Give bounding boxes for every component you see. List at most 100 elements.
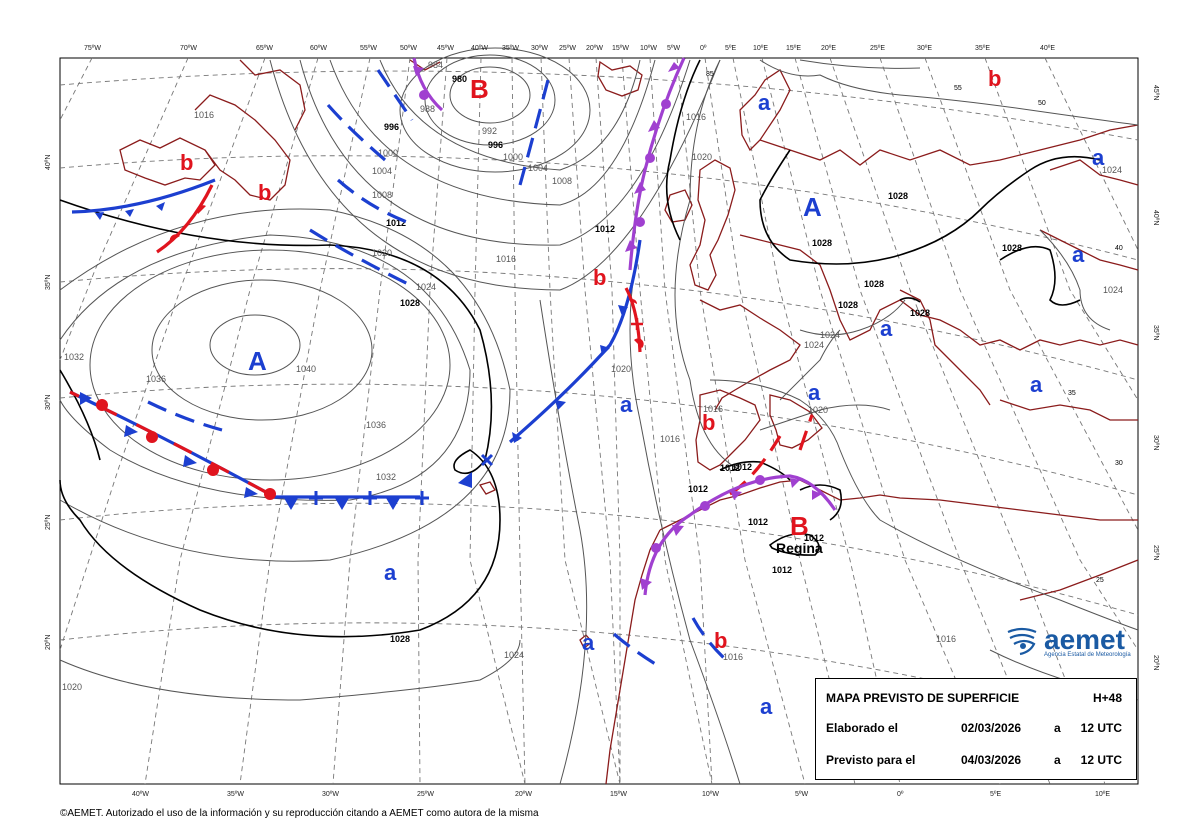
copyright-notice: ©AEMET. Autorizado el uso de la informac… [60, 808, 539, 819]
valid-label: Previsto para el [826, 753, 916, 767]
high-center-label: a [1030, 372, 1043, 397]
tick-label: 30ºW [531, 45, 548, 52]
tick-label: 75ºW [84, 45, 101, 52]
bottom-ticks: 40ºW 35ºW 30ºW 25ºW 20ºW 15ºW 10ºW 5ºW 0… [132, 791, 1110, 798]
high-center-label: a [582, 630, 595, 655]
isobar-label: 1012 [748, 517, 768, 527]
high-center-label: a [1072, 242, 1085, 267]
tick-label: 40ºE [1040, 45, 1055, 52]
isobar-label: 1024 [1102, 165, 1122, 175]
high-center-label: a [758, 90, 771, 115]
isobar-label: 1028 [864, 279, 884, 289]
isobar-label: 40 [1115, 245, 1123, 252]
made-label: Elaborado el [826, 721, 899, 735]
tick-label: 10ºW [640, 45, 657, 52]
map-title: MAPA PREVISTO DE SUPERFICIE [826, 691, 1020, 705]
info-title-row: MAPA PREVISTO DE SUPERFICIE H+48 [826, 691, 1122, 707]
high-center-label: a [808, 380, 821, 405]
tick-label: 40ºW [471, 45, 488, 52]
coastlines [119, 59, 1139, 785]
isobar-label: 85 [706, 71, 714, 78]
occluded-front-south [640, 474, 837, 596]
tick-label: 20ºW [515, 791, 532, 798]
isobar-label: 1028 [910, 308, 930, 318]
isobar-label: 1012 [386, 218, 406, 228]
forecast-lead: H+48 [1092, 691, 1122, 705]
sw-front [69, 390, 494, 510]
isobar-label: 1028 [812, 238, 832, 248]
isobar-label: 30 [1115, 460, 1123, 467]
tick-label: 45ºW [437, 45, 454, 52]
isobar-label: 1000 [503, 152, 523, 162]
isobar-label: 1016 [723, 652, 743, 662]
isobar-label: 1016 [660, 434, 680, 444]
isobar-label: 1024 [804, 340, 824, 350]
low-center-label: b [180, 150, 193, 175]
high-center-label: A [248, 346, 267, 376]
tick-label: 35ºW [227, 791, 244, 798]
isobar-label: 1020 [62, 682, 82, 692]
high-center-label: a [620, 392, 633, 417]
tick-label: 30ºN [1152, 435, 1159, 450]
tick-label: 25ºW [559, 45, 576, 52]
isobar-label: 50 [1038, 100, 1046, 107]
low-center-label: b [593, 265, 606, 290]
tick-label: 15ºW [610, 791, 627, 798]
low-center-label: B [790, 511, 809, 541]
isobar-label: 1028 [400, 298, 420, 308]
meridian-lines [59, 57, 1139, 785]
isobars [59, 47, 1139, 785]
tick-label: 30ºN [45, 395, 52, 410]
tick-label: 70ºW [180, 45, 197, 52]
tick-label: 30ºW [322, 791, 339, 798]
isobar-label: 1020 [611, 364, 631, 374]
tick-label: 25ºN [45, 515, 52, 530]
isobar-label: 1020 [372, 248, 392, 258]
tick-label: 5ºW [795, 791, 808, 798]
high-center-label: a [760, 694, 773, 719]
isobar-label: 984 [428, 60, 443, 70]
tick-label: 45ºN [1152, 85, 1159, 100]
occluded-front-low [412, 57, 444, 112]
tick-label: 25ºW [417, 791, 434, 798]
tick-label: 10ºE [753, 45, 768, 52]
isobar-label: 35 [1068, 390, 1076, 397]
isobar-label: 1024 [416, 282, 436, 292]
isobar-label: 1012 [804, 533, 824, 543]
tick-label: 15ºW [612, 45, 629, 52]
isobar-label: 1024 [504, 650, 524, 660]
info-valid-row: Previsto para el 04/03/2026 a 12 UTC [826, 753, 1122, 769]
isobar-label: 1016 [496, 254, 516, 264]
isobar-label: 1004 [372, 166, 392, 176]
isobar-label: 1012 [720, 463, 740, 473]
tick-label: 10ºE [1095, 791, 1110, 798]
isobar-label: 1028 [390, 634, 410, 644]
tick-label: 15ºE [786, 45, 801, 52]
cold-front-nw [71, 178, 216, 220]
high-center-label: a [1092, 145, 1105, 170]
isobar-label: 1008 [552, 176, 572, 186]
occluded-front-north [625, 57, 686, 271]
tick-label: 30ºE [917, 45, 932, 52]
parallel-lines [59, 70, 1139, 731]
right-ticks: 45ºN 40ºN 35ºN 30ºN 25ºN 20ºN [1152, 85, 1159, 670]
storm-name-label: Regina [776, 540, 823, 556]
valid-date: 04/03/2026 [961, 753, 1022, 767]
tick-label: 0º [700, 45, 707, 52]
isobar-label: 1032 [376, 472, 396, 482]
isobar-label: 1004 [528, 163, 548, 173]
high-center-label: A [803, 192, 822, 222]
tick-label: 25ºN [1152, 545, 1159, 560]
isobar-label: 55 [954, 85, 962, 92]
isobar-label: 1028 [888, 191, 908, 201]
made-date: 02/03/2026 [961, 721, 1022, 735]
info-made-row: Elaborado el 02/03/2026 a 12 UTC [826, 721, 1122, 737]
top-ticks: 75ºW 70ºW 65ºW 60ºW 55ºW 50ºW 45ºW 40ºW … [84, 45, 1055, 52]
tick-label: 20ºW [586, 45, 603, 52]
low-center-label: b [702, 410, 715, 435]
made-time: 12 UTC [1080, 721, 1122, 735]
isobar-label: 1016 [703, 404, 723, 414]
isobar-label: 996 [384, 122, 399, 132]
isobar-label: 988 [420, 104, 435, 114]
valid-time: 12 UTC [1080, 753, 1122, 767]
